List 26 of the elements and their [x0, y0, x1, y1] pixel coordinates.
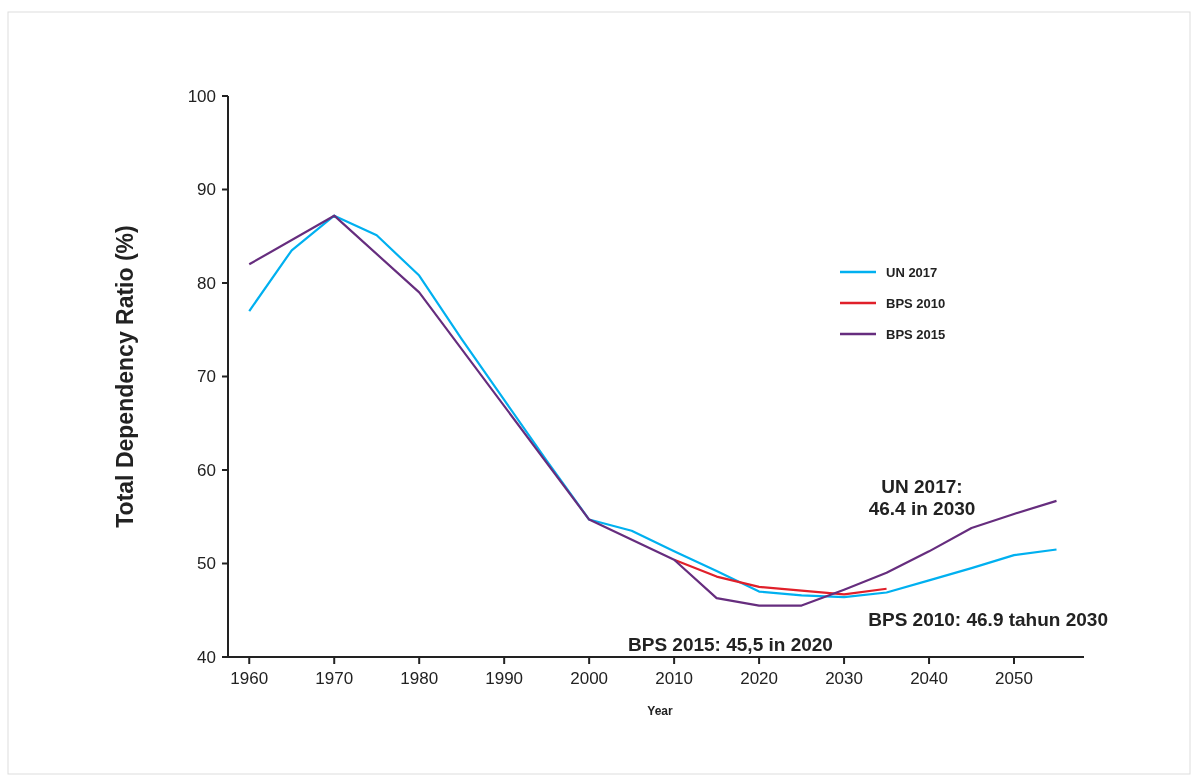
x-tick-label: 2050: [995, 669, 1033, 688]
y-tick-label: 90: [197, 180, 216, 200]
y-tick-label: 100: [187, 86, 216, 106]
annotation: BPS 2015: 45,5 in 2020: [628, 634, 833, 655]
x-tick-label: 2020: [740, 669, 779, 688]
legend-label: UN 2017: [886, 264, 938, 280]
x-tick-label: 2010: [655, 669, 694, 688]
x-tick-label: 1990: [485, 669, 524, 688]
annotation: UN 2017: 46.4 in 2030: [868, 476, 976, 519]
y-tick-label: 70: [197, 367, 216, 387]
y-tick-label: 50: [197, 554, 216, 574]
x-tick-label: 1980: [400, 669, 439, 688]
y-tick-label: 80: [197, 273, 216, 293]
x-tick-label: 1970: [315, 669, 354, 688]
x-axis-title: Year: [647, 704, 674, 718]
legend-label: BPS 2015: [886, 326, 946, 342]
y-tick-label: 40: [197, 647, 216, 667]
x-tick-label: 2040: [910, 669, 948, 688]
annotation: BPS 2010: 46.9 tahun 2030: [868, 609, 1108, 630]
line-series: [673, 558, 888, 596]
x-tick-label: 2000: [570, 669, 609, 688]
x-tick-label: 1960: [230, 669, 269, 688]
y-tick-label: 60: [197, 460, 216, 480]
x-tick-label: 2030: [825, 669, 863, 688]
legend-label: BPS 2010: [886, 295, 946, 311]
y-axis-title: Total Dependency Ratio (%): [112, 225, 138, 528]
